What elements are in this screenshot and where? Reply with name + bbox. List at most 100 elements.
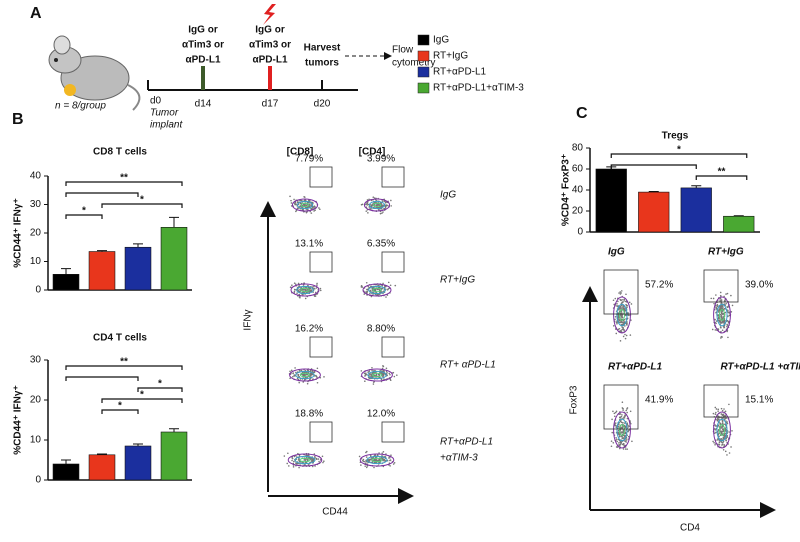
event-dot [723, 445, 726, 447]
event-dot [621, 316, 624, 319]
event-dot [721, 305, 724, 307]
event-dot [393, 375, 396, 378]
event-dot [721, 428, 724, 431]
gate-percent: 39.0% [745, 280, 773, 291]
event-dot [304, 205, 306, 207]
event-dot [720, 321, 723, 324]
y-tick-label: 60 [572, 164, 584, 175]
density-contour [295, 370, 315, 380]
event-dot [724, 450, 727, 453]
y-tick-label: 40 [572, 185, 584, 196]
event-dot [365, 372, 367, 374]
treatment-label: αTim3 or [182, 40, 224, 51]
density-contour [372, 202, 382, 208]
event-dot [712, 297, 715, 300]
event-dot [360, 370, 363, 372]
event-dot [296, 292, 298, 294]
event-dot [716, 307, 718, 309]
event-dot [714, 318, 716, 321]
event-dot [625, 293, 627, 296]
event-dot [724, 410, 727, 413]
event-dot [315, 457, 318, 460]
event-dot [305, 211, 308, 214]
event-dot [717, 328, 720, 330]
event-dot [616, 440, 618, 443]
event-dot [310, 457, 313, 460]
event-dot [360, 464, 362, 466]
error-bar [733, 215, 744, 217]
event-dot [293, 198, 295, 201]
event-dot [361, 203, 364, 206]
event-dot [295, 462, 297, 465]
event-dot [722, 437, 725, 440]
event-dot [614, 424, 616, 427]
bar [52, 463, 80, 481]
sample-label: +αTIM-3 [440, 453, 478, 464]
event-dot [311, 370, 314, 373]
axis-label: IFNγ [243, 309, 254, 330]
legend-swatch [417, 50, 430, 62]
error-bar [97, 250, 107, 252]
flow-label: cytometry [392, 58, 435, 69]
event-dot [373, 466, 375, 469]
event-dot [289, 377, 291, 380]
event-dot [291, 459, 293, 462]
event-dot [297, 373, 299, 376]
y-tick-label: 10 [30, 435, 42, 446]
event-dot [363, 460, 366, 463]
event-dot [378, 452, 380, 454]
event-dot [373, 197, 376, 199]
event-dot [721, 336, 724, 338]
event-dot [368, 459, 370, 461]
event-dot [390, 199, 392, 202]
event-dot [322, 461, 324, 464]
event-dot [618, 327, 621, 330]
event-dot [622, 448, 625, 450]
event-dot [616, 305, 618, 307]
event-dot [382, 282, 384, 285]
event-dot [723, 326, 726, 329]
event-dot [721, 420, 724, 422]
event-dot [389, 373, 391, 376]
gate-percent: 18.8% [295, 409, 323, 420]
density-contour [368, 200, 386, 210]
treatment-label: αTim3 or [249, 40, 291, 51]
event-dot [615, 436, 617, 439]
event-dot [627, 312, 629, 314]
event-dot [387, 204, 389, 207]
event-dot [723, 443, 725, 446]
event-dot [619, 443, 622, 446]
day-label: d0 [150, 96, 162, 107]
event-dot [309, 372, 311, 375]
event-dot [291, 375, 294, 378]
event-dot [730, 311, 733, 313]
event-dot [622, 430, 625, 432]
event-dot [622, 429, 624, 431]
treatment-label: IgG or [255, 25, 285, 36]
flow-label: Flow [392, 45, 414, 56]
event-dot [722, 448, 725, 451]
event-dot [724, 429, 727, 431]
event-dot [620, 290, 623, 292]
event-dot [620, 415, 623, 418]
event-dot [289, 195, 291, 198]
event-dot [626, 408, 628, 410]
event-dot [369, 377, 371, 380]
flow-plot [710, 291, 734, 339]
event-dot [618, 433, 620, 435]
density-contour [296, 200, 314, 210]
event-dot [727, 309, 729, 312]
event-dot [615, 446, 618, 448]
event-dot [311, 458, 313, 461]
event-dot [294, 288, 297, 291]
event-dot [382, 365, 384, 367]
event-dot [360, 286, 363, 288]
event-dot [305, 373, 308, 376]
event-dot [388, 372, 391, 375]
event-dot [621, 414, 623, 416]
event-dot [365, 456, 368, 458]
event-dot [374, 293, 377, 296]
event-dot [292, 372, 294, 375]
event-dot [298, 375, 301, 378]
event-dot [389, 456, 391, 459]
